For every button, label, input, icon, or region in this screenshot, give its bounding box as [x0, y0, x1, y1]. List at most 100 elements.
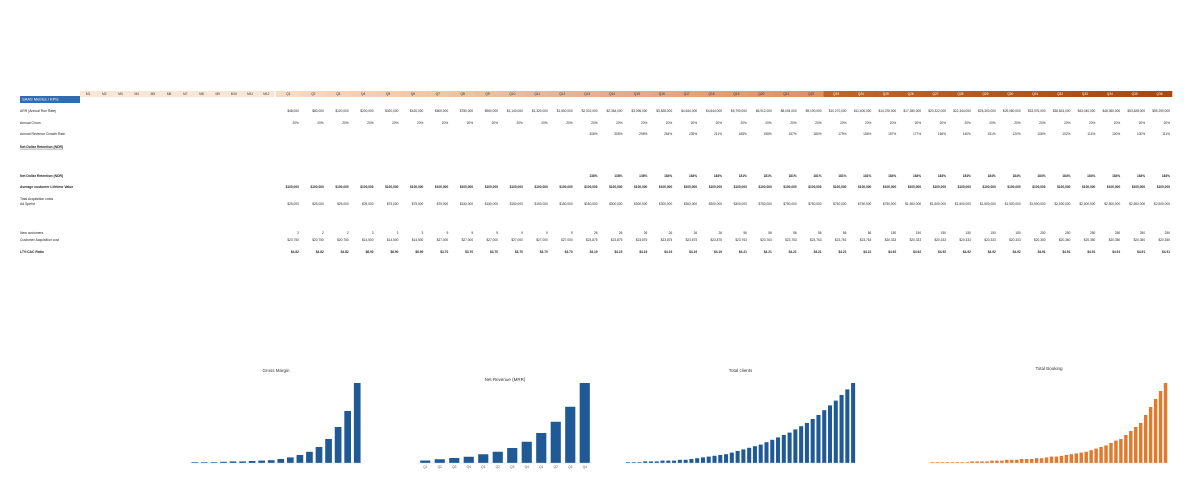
cell: $4.91 [1112, 250, 1120, 254]
bar [960, 462, 964, 463]
header-cell [1022, 91, 1048, 97]
cell: $4.82 [316, 250, 324, 254]
bar [420, 460, 431, 463]
cell: $100,000 [833, 185, 847, 189]
cell: $4.92 [988, 250, 996, 254]
header-cell [624, 91, 650, 97]
column-header: Q13 [584, 92, 590, 96]
bar [950, 462, 955, 463]
cell: $3.70 [440, 250, 448, 254]
cell: 156% [938, 132, 946, 136]
cell: 20% [765, 121, 772, 125]
cell: $100,000 [933, 185, 947, 189]
header-cell [1047, 91, 1073, 97]
bar [804, 423, 809, 463]
bar [666, 460, 671, 463]
x-tick-label: Q1 [423, 465, 427, 469]
bar [706, 456, 711, 463]
bar [1129, 431, 1133, 463]
cell: 157% [789, 132, 797, 136]
cell: 9 [471, 231, 473, 235]
bar [344, 411, 352, 463]
bar [1064, 455, 1069, 463]
cell: $75,000 [412, 202, 424, 206]
column-header: Q7 [436, 92, 440, 96]
bar [975, 461, 979, 463]
row-label: Customer Acquisition cost [20, 238, 59, 242]
column-header: M9 [215, 92, 220, 96]
row-label: Net Dollar Retention (NDR) [20, 174, 63, 178]
cell: $100,000 [310, 185, 324, 189]
header-cell [161, 91, 178, 97]
cell: 184% [1062, 174, 1070, 178]
chart-title: Total Booking [1035, 366, 1063, 371]
bar [1148, 407, 1153, 463]
cell: $14,500 [412, 238, 424, 242]
cell: 250 [1115, 231, 1121, 235]
column-header: Q12 [559, 92, 565, 96]
header-cell [574, 91, 600, 97]
bar [793, 429, 798, 463]
bar [565, 406, 576, 463]
cell: $2,364,000 [606, 109, 622, 113]
cell: $150,000 [559, 202, 573, 206]
cell: $4,644,000 [681, 109, 697, 113]
cell: 20% [1014, 121, 1021, 125]
cell: 20% [691, 121, 698, 125]
cell: $20,350 [1134, 238, 1146, 242]
cell: $3.70 [540, 250, 548, 254]
bar [1005, 459, 1009, 463]
column-header: Q22 [808, 92, 814, 96]
column-header: Q25 [883, 92, 889, 96]
column-header: M12 [263, 92, 269, 96]
column-header: Q31 [1032, 92, 1038, 96]
bar [700, 457, 705, 463]
cell: 157% [888, 132, 896, 136]
cell: $4.92 [938, 250, 946, 254]
cell: $100,000 [1157, 185, 1171, 189]
bar [799, 426, 804, 463]
cell: 150 [941, 231, 947, 235]
cell: $22,344,000 [953, 109, 971, 113]
header-cell [773, 91, 799, 97]
cell: $75,000 [437, 202, 449, 206]
cell: 108% [1037, 132, 1045, 136]
cell: $4.19 [590, 250, 598, 254]
cell: $48,360,000 [1102, 109, 1120, 113]
column-header: Q17 [684, 92, 690, 96]
cell: $23,875 [686, 238, 698, 242]
bar [625, 462, 630, 463]
column-header: M4 [134, 92, 139, 96]
bar [1044, 457, 1049, 463]
cell: 250 [1140, 231, 1146, 235]
header-cell [923, 91, 949, 97]
cell: 20% [790, 121, 797, 125]
cell: $25,000 [362, 202, 374, 206]
header-cell [80, 91, 97, 97]
cell: $100,000 [908, 185, 922, 189]
cell: $23,875 [636, 238, 648, 242]
cell: 20% [467, 121, 474, 125]
cell: 184% [888, 174, 896, 178]
cell: 20% [641, 121, 648, 125]
cell: $9,190,000 [806, 109, 822, 113]
cell: 9 [521, 231, 523, 235]
bar [220, 461, 227, 463]
cell: $100,000 [1082, 185, 1096, 189]
bar [839, 395, 844, 463]
bar [758, 444, 763, 463]
cell: 20% [417, 121, 424, 125]
cell: 180% [813, 132, 821, 136]
cell: $100,000 [335, 185, 349, 189]
header-cell [1097, 91, 1123, 97]
cell: $6,912,000 [756, 109, 772, 113]
cell: 20% [541, 121, 548, 125]
column-header: M11 [247, 92, 253, 96]
cell: $1,500,000 [557, 109, 573, 113]
cell: 181% [739, 174, 747, 178]
cell: 9 [546, 231, 548, 235]
column-header: Q3 [336, 92, 340, 96]
x-tick-label: Q3 [452, 465, 456, 469]
column-header: Q2 [311, 92, 315, 96]
